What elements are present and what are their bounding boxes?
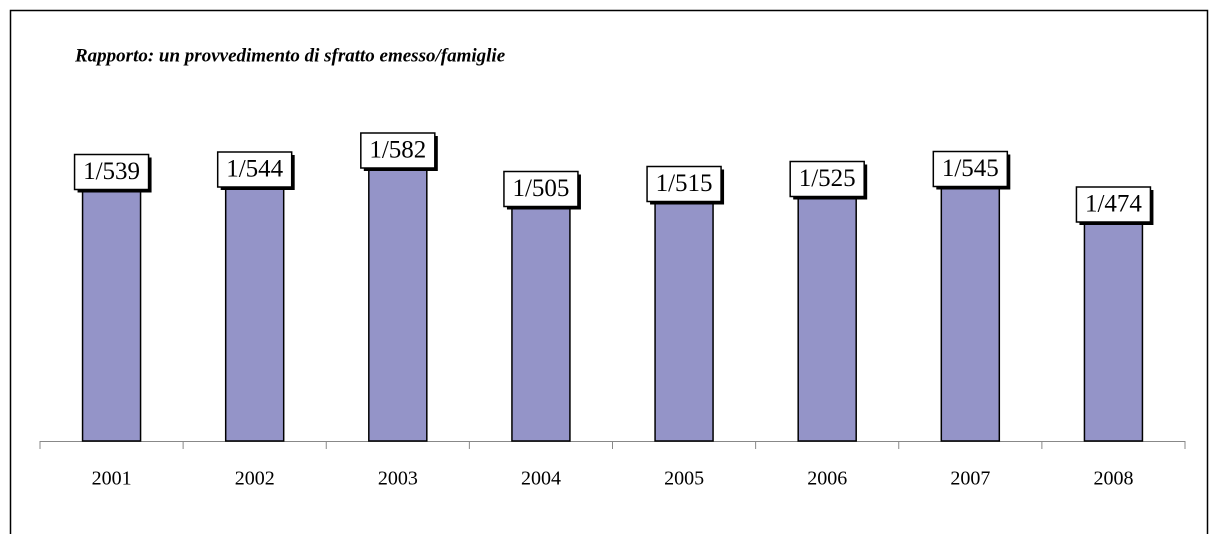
value-label-box [789,160,865,198]
value-label-box [932,150,1009,188]
value-label-box [73,153,150,191]
value-label: 1/582 [369,137,426,164]
bar [511,187,571,442]
value-label: 1/544 [226,156,283,183]
x-tick-label: 2002 [235,468,275,490]
x-tick-label: 2001 [92,468,132,490]
value-label: 1/505 [512,175,569,202]
bar [654,182,714,442]
bar [368,149,428,442]
x-tick-label: 2007 [950,468,990,490]
x-tick-label: 2006 [807,468,847,490]
value-label-box [216,151,293,188]
x-tick-label: 2005 [664,468,704,490]
value-label-box [646,165,722,203]
value-label-box [1075,186,1152,223]
bar [940,167,1001,442]
x-tick-label: 2008 [1093,468,1133,490]
value-label: 1/474 [1085,191,1142,218]
value-label: 1/545 [942,155,999,182]
x-tick-label: 2004 [521,468,561,490]
value-label: 1/525 [799,165,856,192]
x-tick-label: 2003 [378,468,418,490]
bar [1083,203,1144,442]
value-label: 1/539 [83,158,140,185]
bar [797,177,857,442]
bar [81,170,142,442]
value-label-box [503,170,579,208]
value-label-box [360,132,436,169]
value-label: 1/515 [656,170,713,197]
bar [224,168,285,442]
chart-title: Rapporto: un provvedimento di sfratto em… [74,45,506,66]
chart-frame [9,9,1209,534]
